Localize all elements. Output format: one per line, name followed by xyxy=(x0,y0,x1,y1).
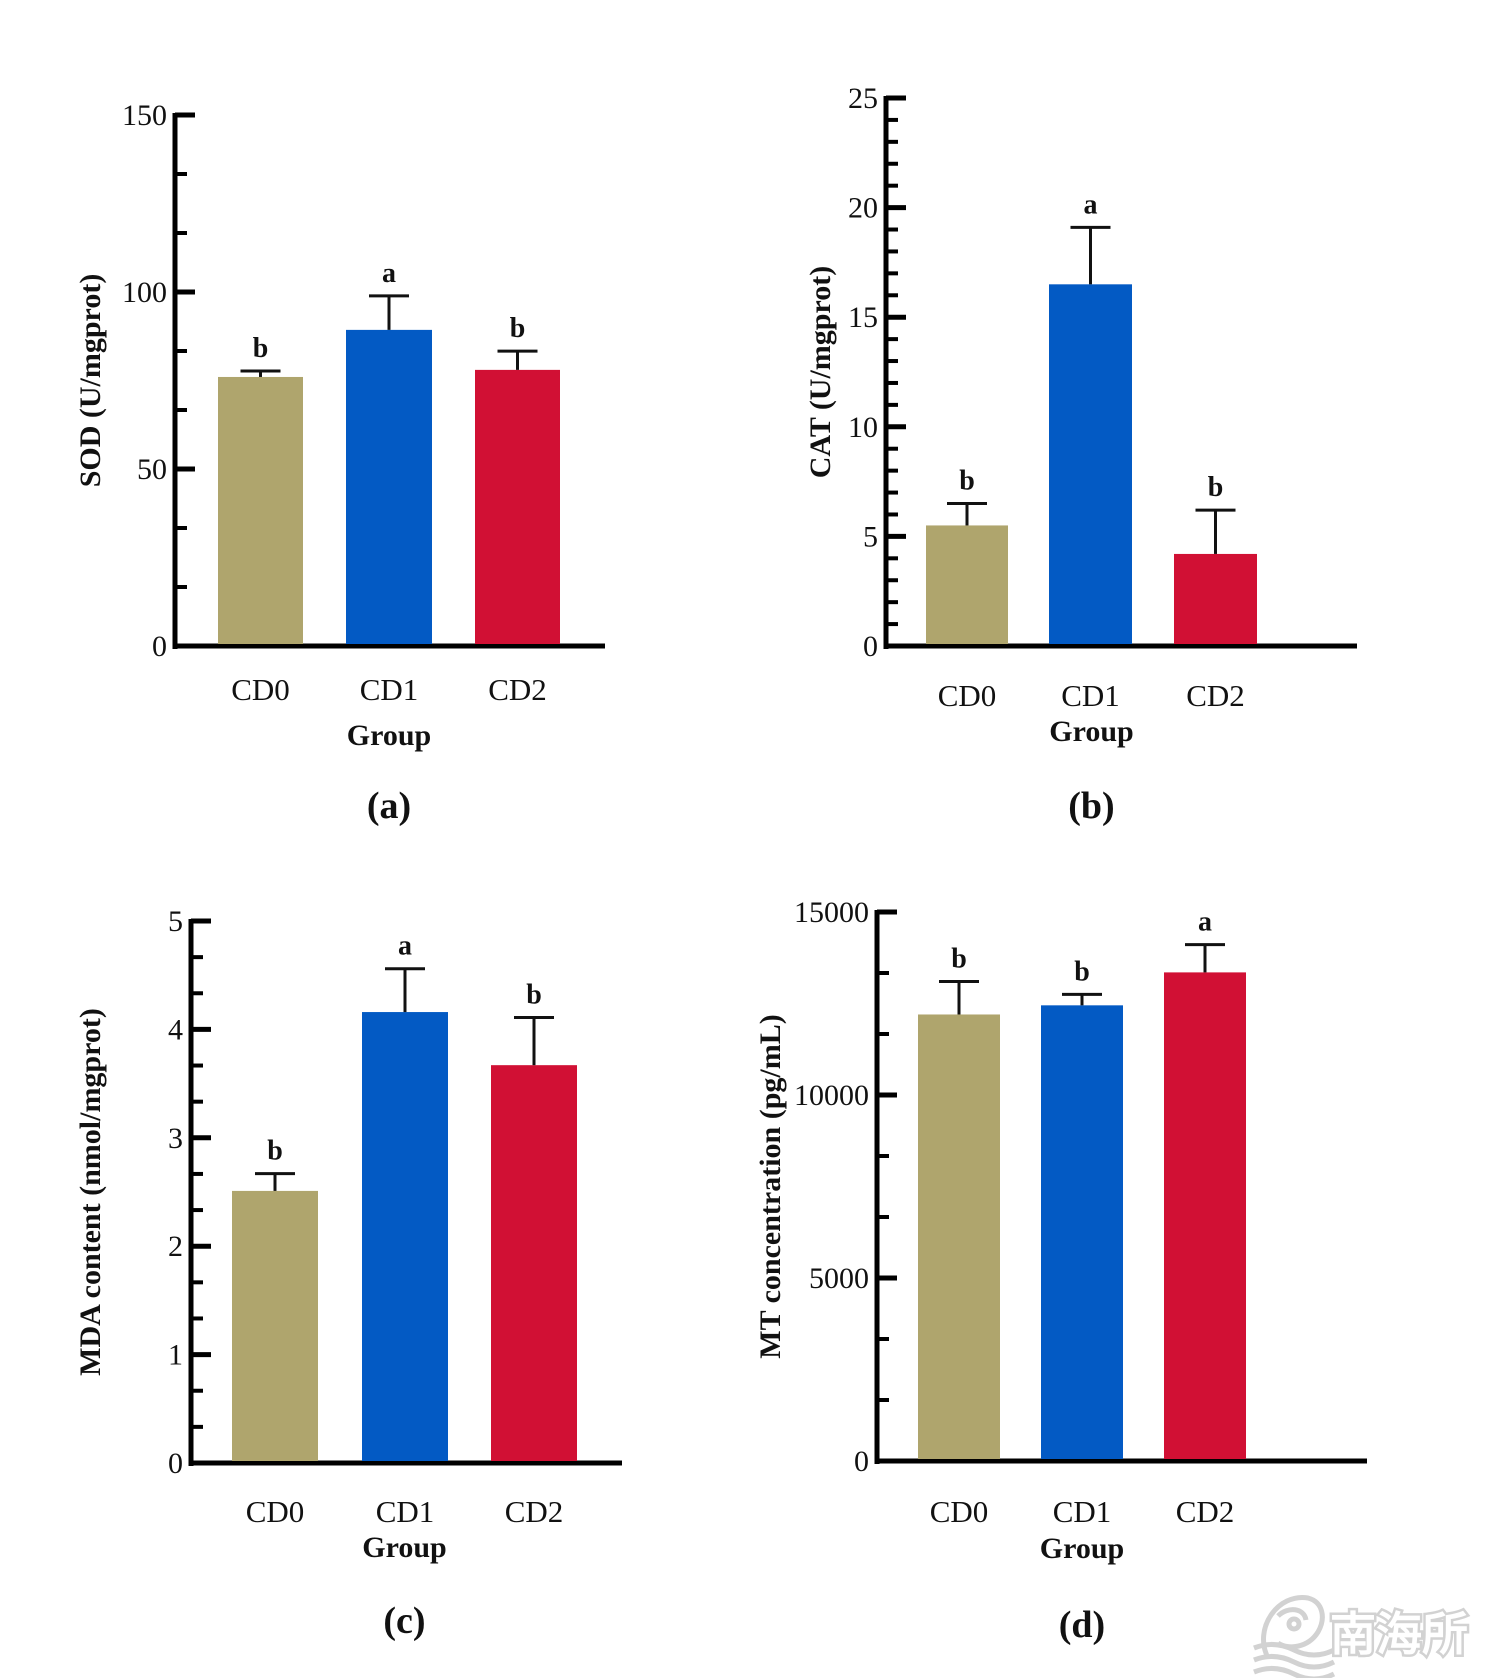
bar-cd2 xyxy=(1164,972,1246,1459)
y-tick-label: 100 xyxy=(122,276,167,309)
y-tick-label: 0 xyxy=(168,1447,183,1480)
significance-letter: b xyxy=(951,944,967,975)
bar-cd0 xyxy=(926,525,1008,644)
watermark: 南海所 xyxy=(1253,1595,1471,1678)
x-tick-label: CD0 xyxy=(231,672,290,707)
x-tick-label: CD1 xyxy=(376,1494,435,1529)
significance-letter: b xyxy=(1208,472,1224,503)
y-tick-label: 15 xyxy=(848,301,878,334)
y-tick-label: 15000 xyxy=(794,896,869,929)
bar-cd2 xyxy=(491,1065,577,1461)
y-tick-label: 50 xyxy=(137,453,167,486)
significance-letter: a xyxy=(382,258,396,289)
y-tick-label: 4 xyxy=(168,1013,183,1046)
significance-letter: a xyxy=(398,931,412,962)
significance-letter: b xyxy=(526,979,542,1010)
bar-cd0 xyxy=(218,376,303,644)
significance-letter: b xyxy=(959,466,975,497)
y-axis-title: SOD (U/mgprot) xyxy=(74,274,107,488)
y-tick-label: 150 xyxy=(122,99,167,132)
bar-cd2 xyxy=(475,369,560,644)
y-axis-title: CAT (U/mgprot) xyxy=(804,266,837,479)
significance-letter: a xyxy=(1084,189,1098,220)
significance-letter: b xyxy=(267,1136,283,1167)
x-axis-title: Group xyxy=(347,719,431,752)
y-tick-label: 1 xyxy=(168,1339,183,1372)
y-axis-title: MT concentration (pg/mL) xyxy=(754,1014,787,1358)
y-tick-label: 25 xyxy=(848,82,878,115)
x-axis-title: Group xyxy=(1040,1532,1124,1565)
x-tick-label: CD0 xyxy=(246,1494,305,1529)
x-axis-title: Group xyxy=(362,1531,446,1564)
x-tick-label: CD2 xyxy=(1176,1494,1235,1529)
significance-letter: a xyxy=(1198,907,1212,938)
y-tick-label: 2 xyxy=(168,1230,183,1263)
bar-cd1 xyxy=(346,329,432,644)
panel-label: (c) xyxy=(383,1600,425,1642)
y-tick-label: 10000 xyxy=(794,1079,869,1112)
chart-panel-b: 0 5 10 15 20 25 b CD0 a CD1 b CD2 Group CAT (U/mgprot… xyxy=(804,82,1357,827)
x-tick-label: CD2 xyxy=(505,1494,564,1529)
y-tick-label: 3 xyxy=(168,1122,183,1155)
bar-cd0 xyxy=(918,1014,1000,1459)
panel-label: (b) xyxy=(1068,785,1114,827)
bar-cd1 xyxy=(1049,284,1132,644)
y-tick-label: 5000 xyxy=(809,1262,869,1295)
x-tick-label: CD0 xyxy=(930,1494,989,1529)
y-tick-label: 0 xyxy=(854,1445,869,1478)
chart-panel-a: 0 50 100 150 b CD0 a CD1 b CD2 Group SOD (U/mgprot)… xyxy=(74,99,605,827)
institute-logo-icon xyxy=(1253,1595,1336,1678)
y-tick-label: 0 xyxy=(152,630,167,663)
significance-letter: b xyxy=(253,333,269,364)
y-tick-label: 20 xyxy=(848,192,878,225)
chart-panel-c: 0 1 2 3 4 5 b CD0 a CD1 b CD2 Group MDA content (nmol… xyxy=(74,905,622,1642)
chart-panel-d: 0 5000 10000 15000 b CD0 b CD1 a CD2 Group MT conce… xyxy=(754,896,1367,1646)
panel-label: (a) xyxy=(367,785,411,827)
significance-letter: b xyxy=(1074,956,1090,987)
x-tick-label: CD1 xyxy=(1061,678,1120,713)
significance-letter: b xyxy=(510,313,526,344)
x-tick-label: CD0 xyxy=(938,678,997,713)
panel-label: (d) xyxy=(1059,1604,1105,1646)
x-tick-label: CD1 xyxy=(1053,1494,1112,1529)
y-tick-label: 5 xyxy=(863,520,878,553)
bar-cd2 xyxy=(1174,553,1257,644)
bar-cd1 xyxy=(362,1012,448,1461)
y-tick-label: 0 xyxy=(863,630,878,663)
x-axis-title: Group xyxy=(1049,715,1133,748)
bar-cd0 xyxy=(232,1190,318,1461)
x-tick-label: CD2 xyxy=(1186,678,1245,713)
x-tick-label: CD2 xyxy=(488,672,547,707)
y-tick-label: 10 xyxy=(848,411,878,444)
x-tick-label: CD1 xyxy=(360,672,419,707)
watermark-text: 南海所 xyxy=(1330,1607,1468,1661)
bar-cd1 xyxy=(1041,1005,1123,1459)
y-tick-label: 5 xyxy=(168,905,183,938)
y-axis-title: MDA content (nmol/mgprot) xyxy=(74,1008,107,1376)
